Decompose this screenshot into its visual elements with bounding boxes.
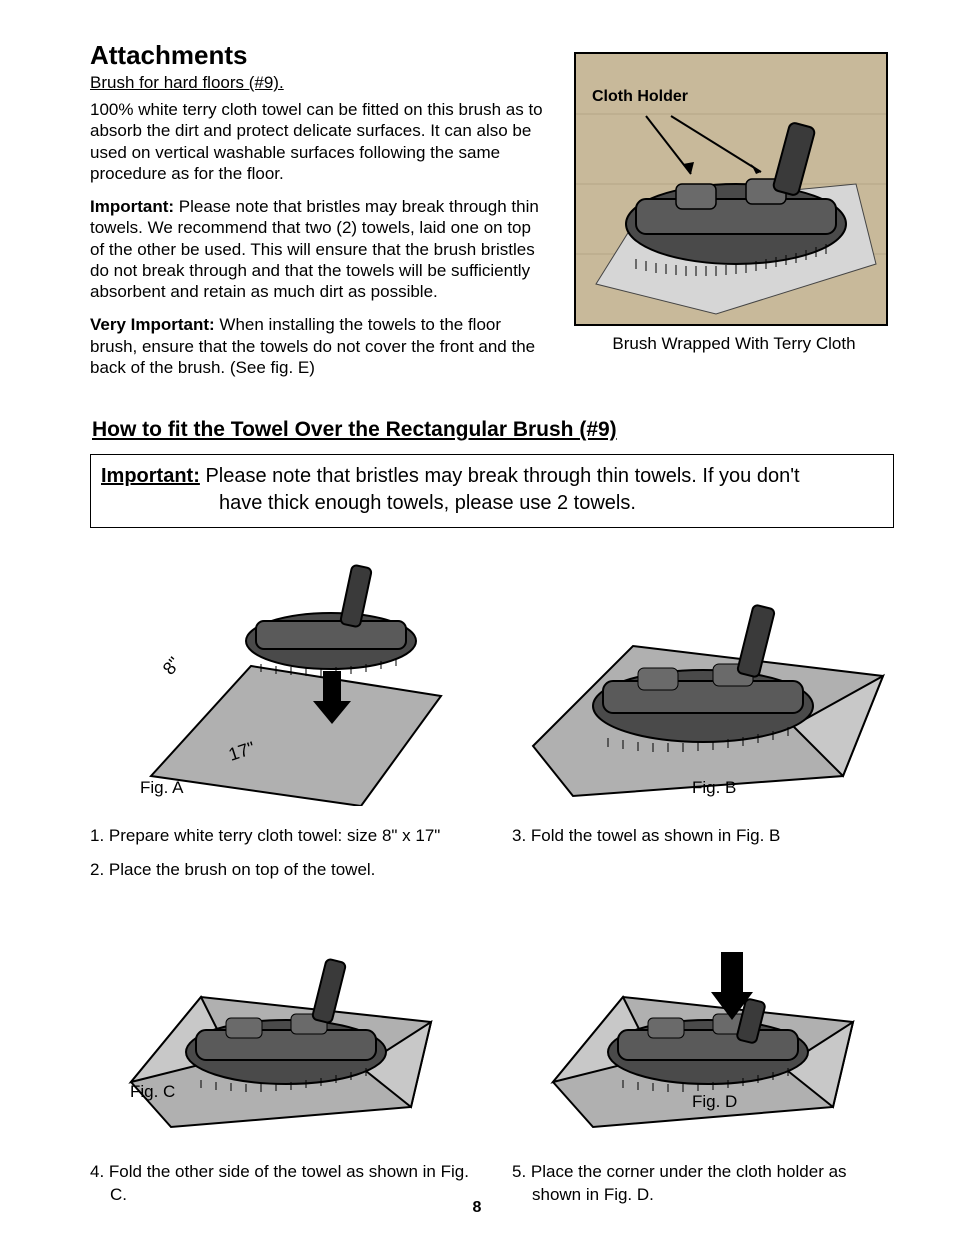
main-figure-column: Cloth Holder	[574, 40, 894, 390]
important-callout: Important: Please note that bristles may…	[90, 454, 894, 528]
step-d-cell: Fig. D 5. Place the corner under the clo…	[512, 902, 894, 1218]
figure-d-label: Fig. D	[692, 1092, 737, 1112]
step-c-cell: Fig. C 4. Fold the other side of the tow…	[90, 902, 472, 1218]
step-b-cell: Fig. B 3. Fold the towel as shown in Fig…	[512, 546, 894, 892]
main-figure: Cloth Holder	[574, 52, 888, 326]
step-3: 3. Fold the towel as shown in Fig. B	[512, 824, 894, 848]
top-row: Attachments Brush for hard floors (#9). …	[90, 40, 894, 390]
steps-1-2-text: 1. Prepare white terry cloth towel: size…	[90, 824, 472, 882]
figure-d: Fig. D	[512, 902, 894, 1142]
callout-label: Important:	[101, 465, 200, 487]
step-1: 1. Prepare white terry cloth towel: size…	[90, 824, 472, 848]
important-label: Important:	[90, 197, 174, 216]
important-paragraph: Important: Please note that bristles may…	[90, 196, 544, 302]
step-2: 2. Place the brush on top of the towel.	[90, 858, 472, 882]
figure-c-illustration	[101, 912, 461, 1142]
cloth-holder-label: Cloth Holder	[592, 88, 688, 106]
step-a-cell: 8" 17"	[90, 546, 472, 892]
figure-c: Fig. C	[90, 902, 472, 1142]
figure-c-label: Fig. C	[130, 1082, 175, 1102]
figure-a: 8" 17"	[90, 546, 472, 806]
intro-paragraph: 100% white terry cloth towel can be fitt…	[90, 99, 544, 184]
page: Attachments Brush for hard floors (#9). …	[0, 0, 954, 1235]
step-3-text: 3. Fold the towel as shown in Fig. B	[512, 824, 894, 848]
figure-a-illustration: 8" 17"	[101, 546, 461, 806]
page-title: Attachments	[90, 40, 544, 71]
figure-b-label: Fig. B	[692, 778, 736, 798]
figure-a-label: Fig. A	[140, 778, 183, 798]
section-title: How to fit the Towel Over the Rectangula…	[92, 418, 894, 442]
callout-line1: Please note that bristles may break thro…	[200, 465, 800, 487]
very-important-label: Very Important:	[90, 315, 215, 334]
figure-b: Fig. B	[512, 546, 894, 806]
intro-column: Attachments Brush for hard floors (#9). …	[90, 40, 544, 390]
figure-b-illustration	[513, 546, 893, 806]
callout-line2: have thick enough towels, please use 2 t…	[101, 490, 877, 517]
main-figure-caption: Brush Wrapped With Terry Cloth	[574, 334, 894, 354]
very-important-paragraph: Very Important: When installing the towe…	[90, 314, 544, 378]
dim-8: 8"	[159, 653, 185, 678]
subheading: Brush for hard floors (#9).	[90, 73, 544, 93]
steps-grid: 8" 17"	[90, 546, 894, 1217]
page-number: 8	[0, 1199, 954, 1217]
